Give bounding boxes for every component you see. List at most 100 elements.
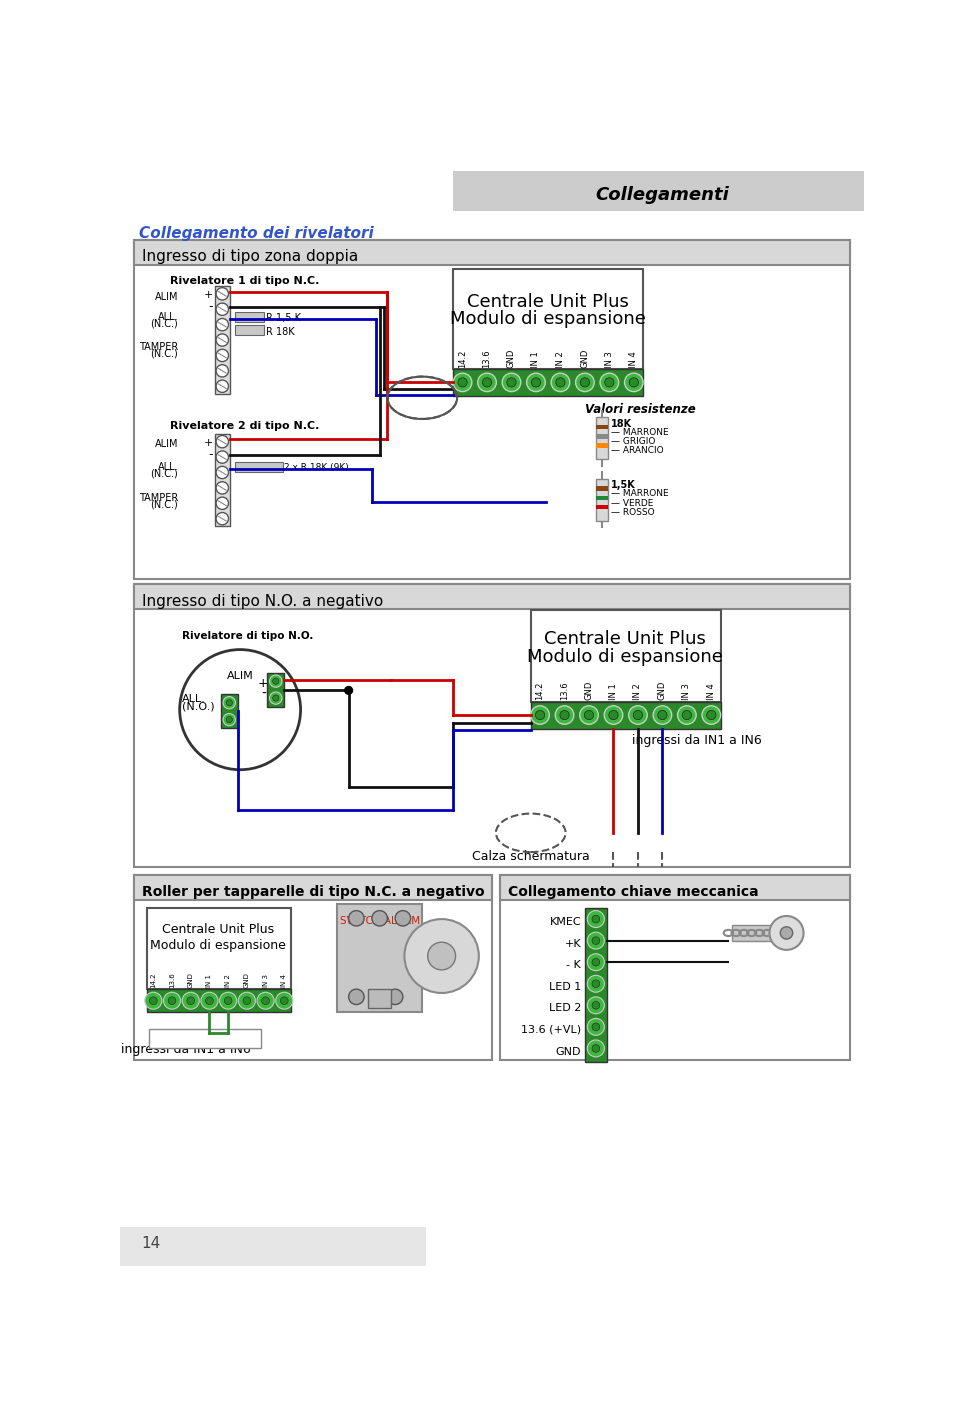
Text: (N.C.): (N.C.) xyxy=(151,348,179,358)
Circle shape xyxy=(629,378,638,387)
Text: IN 4: IN 4 xyxy=(707,684,716,701)
Text: GND: GND xyxy=(244,971,250,988)
Text: IN 3: IN 3 xyxy=(683,684,691,701)
Text: IN 1: IN 1 xyxy=(609,684,618,701)
Text: TAMPER: TAMPER xyxy=(139,492,179,502)
Text: -: - xyxy=(261,687,266,701)
Circle shape xyxy=(551,373,569,391)
Text: IN 2: IN 2 xyxy=(634,684,642,701)
Circle shape xyxy=(588,997,605,1014)
Bar xyxy=(234,326,264,336)
Circle shape xyxy=(216,435,228,448)
Circle shape xyxy=(653,705,672,724)
Circle shape xyxy=(629,705,647,724)
Text: LED 1: LED 1 xyxy=(549,981,581,991)
Circle shape xyxy=(388,990,403,1004)
Text: ALL.: ALL. xyxy=(157,311,179,321)
Circle shape xyxy=(683,711,691,720)
Text: GND: GND xyxy=(585,681,593,701)
Bar xyxy=(337,904,422,1012)
Bar xyxy=(500,875,850,1059)
Text: Centrale Unit Plus: Centrale Unit Plus xyxy=(467,293,629,310)
Circle shape xyxy=(216,287,228,300)
Text: IN 4: IN 4 xyxy=(630,351,638,368)
Text: IN 3: IN 3 xyxy=(605,351,613,368)
Text: ALIM: ALIM xyxy=(155,439,179,449)
Circle shape xyxy=(592,937,600,944)
Circle shape xyxy=(372,910,388,926)
Text: +: + xyxy=(204,438,213,448)
Circle shape xyxy=(536,711,544,720)
Text: GND: GND xyxy=(507,348,516,368)
Circle shape xyxy=(216,482,228,493)
Text: GND: GND xyxy=(556,1047,581,1057)
Text: IN 3: IN 3 xyxy=(263,974,269,988)
Text: SWITCH ALARM: SWITCH ALARM xyxy=(340,916,420,926)
Circle shape xyxy=(531,705,549,724)
Text: Modulo di espansione: Modulo di espansione xyxy=(527,648,723,667)
Circle shape xyxy=(576,373,594,391)
Text: -: - xyxy=(208,300,213,313)
Text: — ROSSO: — ROSSO xyxy=(612,508,655,518)
Circle shape xyxy=(216,498,228,509)
Text: IN 4: IN 4 xyxy=(281,974,287,988)
Text: Rivelatore 2 di tipo N.C.: Rivelatore 2 di tipo N.C. xyxy=(170,421,320,431)
Circle shape xyxy=(168,997,176,1004)
Text: ALL.: ALL. xyxy=(182,694,205,704)
Text: 13.6: 13.6 xyxy=(560,681,569,701)
Text: (N.C.): (N.C.) xyxy=(151,499,179,509)
Bar xyxy=(147,909,291,990)
Text: IN 1: IN 1 xyxy=(532,351,540,368)
Text: GND: GND xyxy=(188,971,194,988)
Text: 1,5K: 1,5K xyxy=(612,481,636,491)
Circle shape xyxy=(588,933,605,948)
Circle shape xyxy=(187,997,195,1004)
Text: 13.6: 13.6 xyxy=(483,350,492,368)
Circle shape xyxy=(163,993,180,1010)
Circle shape xyxy=(770,916,804,950)
Circle shape xyxy=(507,378,516,387)
Text: ALIM: ALIM xyxy=(227,671,253,681)
Circle shape xyxy=(458,378,468,387)
Bar xyxy=(596,417,609,459)
Circle shape xyxy=(145,993,162,1010)
Circle shape xyxy=(560,711,569,720)
Text: — ARANCIO: — ARANCIO xyxy=(612,447,664,455)
Bar xyxy=(368,990,392,1008)
Circle shape xyxy=(220,993,237,1010)
Circle shape xyxy=(216,466,228,479)
Circle shape xyxy=(223,714,235,725)
Text: IN 2: IN 2 xyxy=(556,351,564,368)
Circle shape xyxy=(216,303,228,316)
Circle shape xyxy=(180,650,300,769)
Bar xyxy=(234,311,264,321)
Bar xyxy=(134,875,492,1059)
Circle shape xyxy=(580,705,598,724)
Circle shape xyxy=(257,993,275,1010)
Text: 14.2: 14.2 xyxy=(458,350,468,368)
Text: IN 1: IN 1 xyxy=(206,974,212,988)
Circle shape xyxy=(227,717,232,722)
Circle shape xyxy=(201,993,218,1010)
Bar xyxy=(234,462,283,472)
Circle shape xyxy=(273,695,278,701)
Text: IN 2: IN 2 xyxy=(226,974,231,988)
Circle shape xyxy=(216,451,228,464)
Text: 14.2: 14.2 xyxy=(536,683,544,701)
Circle shape xyxy=(678,705,696,724)
Bar xyxy=(214,286,230,394)
Text: Rivelatore di tipo N.O.: Rivelatore di tipo N.O. xyxy=(182,631,313,641)
Text: +: + xyxy=(258,677,269,690)
Circle shape xyxy=(404,919,479,993)
Text: Calza schermatura: Calza schermatura xyxy=(472,850,589,863)
Circle shape xyxy=(592,958,600,966)
Text: Centrale Unit Plus: Centrale Unit Plus xyxy=(544,630,707,648)
Circle shape xyxy=(658,711,667,720)
Circle shape xyxy=(588,975,605,993)
Circle shape xyxy=(270,675,282,687)
Circle shape xyxy=(150,997,157,1004)
Circle shape xyxy=(478,373,496,391)
Circle shape xyxy=(609,711,618,720)
Text: - K: - K xyxy=(566,960,581,970)
Bar xyxy=(596,505,609,509)
